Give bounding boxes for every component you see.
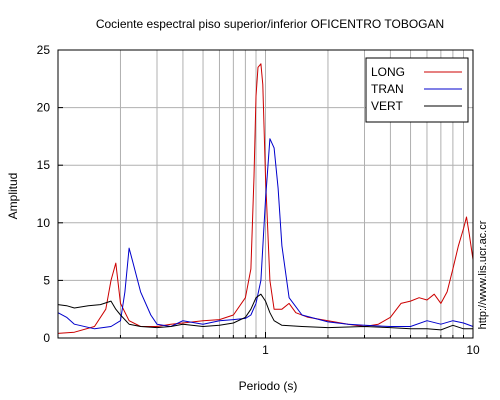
legend-label-tran: TRAN bbox=[371, 82, 404, 96]
y-axis-label: Amplitud bbox=[6, 173, 20, 220]
y-tick-label: 20 bbox=[37, 101, 51, 115]
legend-label-long: LONG bbox=[371, 65, 405, 79]
plot-frame bbox=[57, 49, 474, 339]
x-tick-label: 1 bbox=[262, 343, 269, 357]
series-line-long bbox=[57, 63, 474, 334]
series-line-tran bbox=[57, 138, 474, 330]
y-tick-label: 15 bbox=[37, 158, 51, 172]
y-axis-ticks: 0 5 10 15 20 25 bbox=[37, 43, 63, 345]
y-tick-label: 25 bbox=[37, 43, 51, 57]
y-tick-label: 5 bbox=[43, 273, 50, 287]
series-line-vert bbox=[57, 293, 473, 331]
chart-title: Cociente espectral piso superior/inferio… bbox=[96, 17, 444, 31]
x-tick-label: 10 bbox=[466, 343, 480, 357]
y-tick-label: 0 bbox=[43, 331, 50, 345]
source-url: http://www.lis.ucr.ac.cr bbox=[477, 220, 489, 329]
legend-box bbox=[365, 57, 469, 123]
series-lines bbox=[57, 63, 474, 334]
y-tick-label: 10 bbox=[37, 216, 51, 230]
x-axis-label: Periodo (s) bbox=[239, 379, 298, 393]
legend: LONG TRAN VERT bbox=[365, 57, 469, 123]
legend-label-vert: VERT bbox=[371, 99, 403, 113]
x-axis-ticks: 1 10 bbox=[119, 332, 480, 357]
